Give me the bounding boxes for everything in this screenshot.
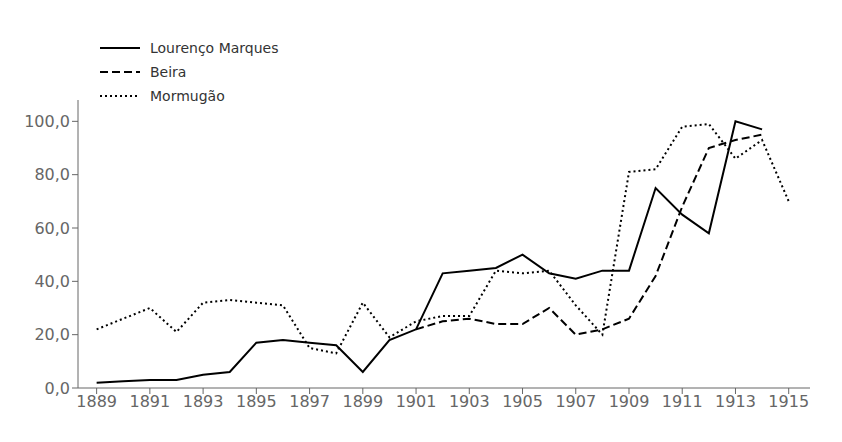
html-text:Beira: Beira (150, 64, 187, 80)
svg-text:80,0: 80,0 (34, 165, 70, 184)
svg-text:1913: 1913 (715, 392, 756, 411)
svg-text:1899: 1899 (342, 392, 383, 411)
html-text:Mormugão: Mormugão (150, 88, 225, 104)
svg-text:1893: 1893 (183, 392, 224, 411)
svg-text:1915: 1915 (768, 392, 809, 411)
svg-text:1903: 1903 (449, 392, 490, 411)
html-text:Lourenço Marques: Lourenço Marques (150, 40, 279, 56)
svg-text:60,0: 60,0 (34, 219, 70, 238)
svg-text:1907: 1907 (555, 392, 596, 411)
svg-text:1909: 1909 (609, 392, 650, 411)
svg-text:40,0: 40,0 (34, 272, 70, 291)
svg-text:1911: 1911 (662, 392, 703, 411)
svg-text:1897: 1897 (289, 392, 330, 411)
svg-text:1895: 1895 (236, 392, 277, 411)
svg-text:1891: 1891 (130, 392, 171, 411)
svg-text:1905: 1905 (502, 392, 543, 411)
svg-text:20,0: 20,0 (34, 325, 70, 344)
svg-text:1889: 1889 (76, 392, 117, 411)
svg-text:0,0: 0,0 (45, 379, 70, 398)
svg-text:1901: 1901 (396, 392, 437, 411)
svg-text:100,0: 100,0 (24, 112, 70, 131)
